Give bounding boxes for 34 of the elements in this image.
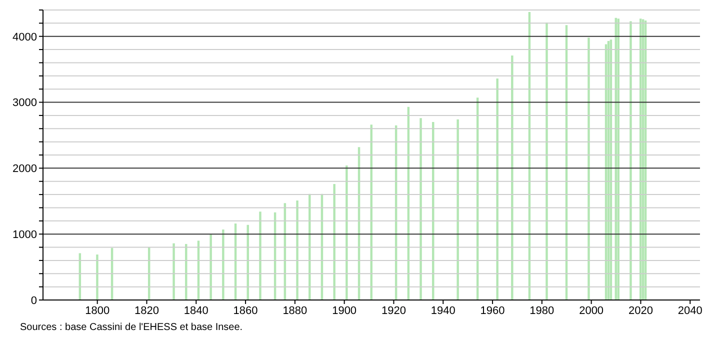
x-tick-label: 2040	[678, 304, 702, 317]
x-tick-label: 2020	[628, 304, 653, 317]
x-tick-label: 1920	[381, 304, 406, 317]
bar	[546, 22, 548, 300]
x-tick-label: 2000	[579, 304, 604, 317]
bar	[222, 229, 224, 300]
y-tick-label: 0	[30, 294, 37, 307]
bar	[420, 118, 422, 300]
bar	[296, 200, 298, 300]
x-tick-label: 1820	[134, 304, 159, 317]
bar	[172, 243, 175, 300]
bar	[511, 55, 514, 300]
bar	[259, 212, 262, 300]
bar	[96, 254, 98, 300]
x-tick-label: 1860	[233, 304, 258, 317]
x-tick-label: 1840	[184, 304, 208, 317]
x-tick-label: 1800	[85, 304, 110, 317]
x-tick-label: 1980	[530, 304, 554, 317]
y-tick-label: 1000	[12, 228, 37, 241]
y-tick-label: 3000	[12, 97, 37, 110]
bar	[456, 119, 459, 300]
bar	[496, 78, 498, 300]
x-tick-label: 1900	[332, 304, 357, 317]
bar	[346, 166, 348, 300]
bar	[333, 184, 336, 300]
bar	[630, 21, 632, 300]
source-note: Sources : base Cassini de l'EHESS et base Insee.	[20, 322, 243, 333]
x-tick-label: 1880	[282, 304, 308, 317]
bar	[588, 38, 590, 300]
y-tick-label: 2000	[12, 163, 37, 176]
x-tick-label: 1960	[480, 304, 505, 317]
x-tick-label: 1940	[430, 304, 456, 317]
bar	[210, 234, 212, 300]
y-tick-label: 4000	[12, 31, 37, 44]
